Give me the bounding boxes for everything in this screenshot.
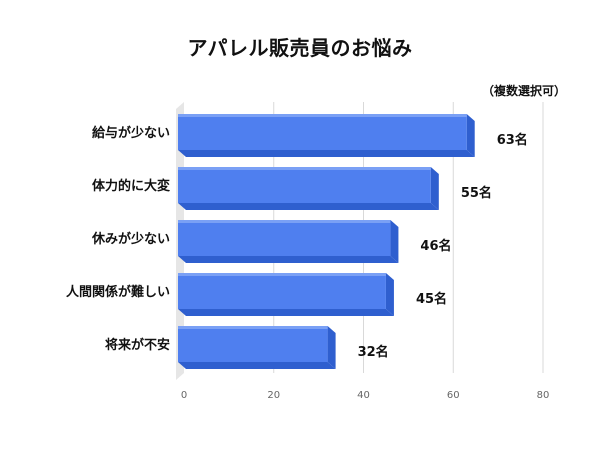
category-label-4: 人間関係が難しい xyxy=(66,284,170,300)
bar-bottom-3 xyxy=(178,256,399,263)
bar-side-1 xyxy=(466,114,475,157)
x-tick-label-0: 0 xyxy=(181,390,187,401)
chart-title: アパレル販売員のお悩み xyxy=(187,36,413,60)
bar-highlight-4 xyxy=(178,273,386,276)
bar-2 xyxy=(178,167,431,203)
value-label-4: 45名 xyxy=(416,291,447,307)
bar-side-2 xyxy=(430,167,439,210)
x-tick-label-80: 80 xyxy=(537,390,550,401)
bar-bottom-2 xyxy=(178,203,439,210)
bar-bottom-1 xyxy=(178,150,475,157)
value-label-3: 46名 xyxy=(420,238,451,254)
bar-side-5 xyxy=(327,326,336,369)
bar-3 xyxy=(178,220,391,256)
value-label-1: 63名 xyxy=(497,132,528,148)
bar-bottom-5 xyxy=(178,362,336,369)
value-label-5: 32名 xyxy=(358,344,389,360)
chart-note: （複数選択可） xyxy=(481,84,566,98)
bar-highlight-5 xyxy=(178,326,328,329)
bar-highlight-1 xyxy=(178,114,467,117)
bar-5 xyxy=(178,326,328,362)
x-tick-label-60: 60 xyxy=(447,390,460,401)
x-tick-label-40: 40 xyxy=(357,390,370,401)
category-label-1: 給与が少ない xyxy=(92,125,170,141)
category-label-2: 体力的に大変 xyxy=(92,178,170,194)
category-label-5: 将来が不安 xyxy=(105,337,170,353)
bar-side-4 xyxy=(385,273,394,316)
bar-bottom-4 xyxy=(178,309,394,316)
bar-side-3 xyxy=(390,220,399,263)
category-label-3: 休みが少ない xyxy=(91,231,170,247)
bar-highlight-3 xyxy=(178,220,391,223)
bar-4 xyxy=(178,273,386,309)
x-tick-label-20: 20 xyxy=(267,390,280,401)
bar-1 xyxy=(178,114,467,150)
bar-highlight-2 xyxy=(178,167,431,170)
value-label-2: 55名 xyxy=(461,185,492,201)
